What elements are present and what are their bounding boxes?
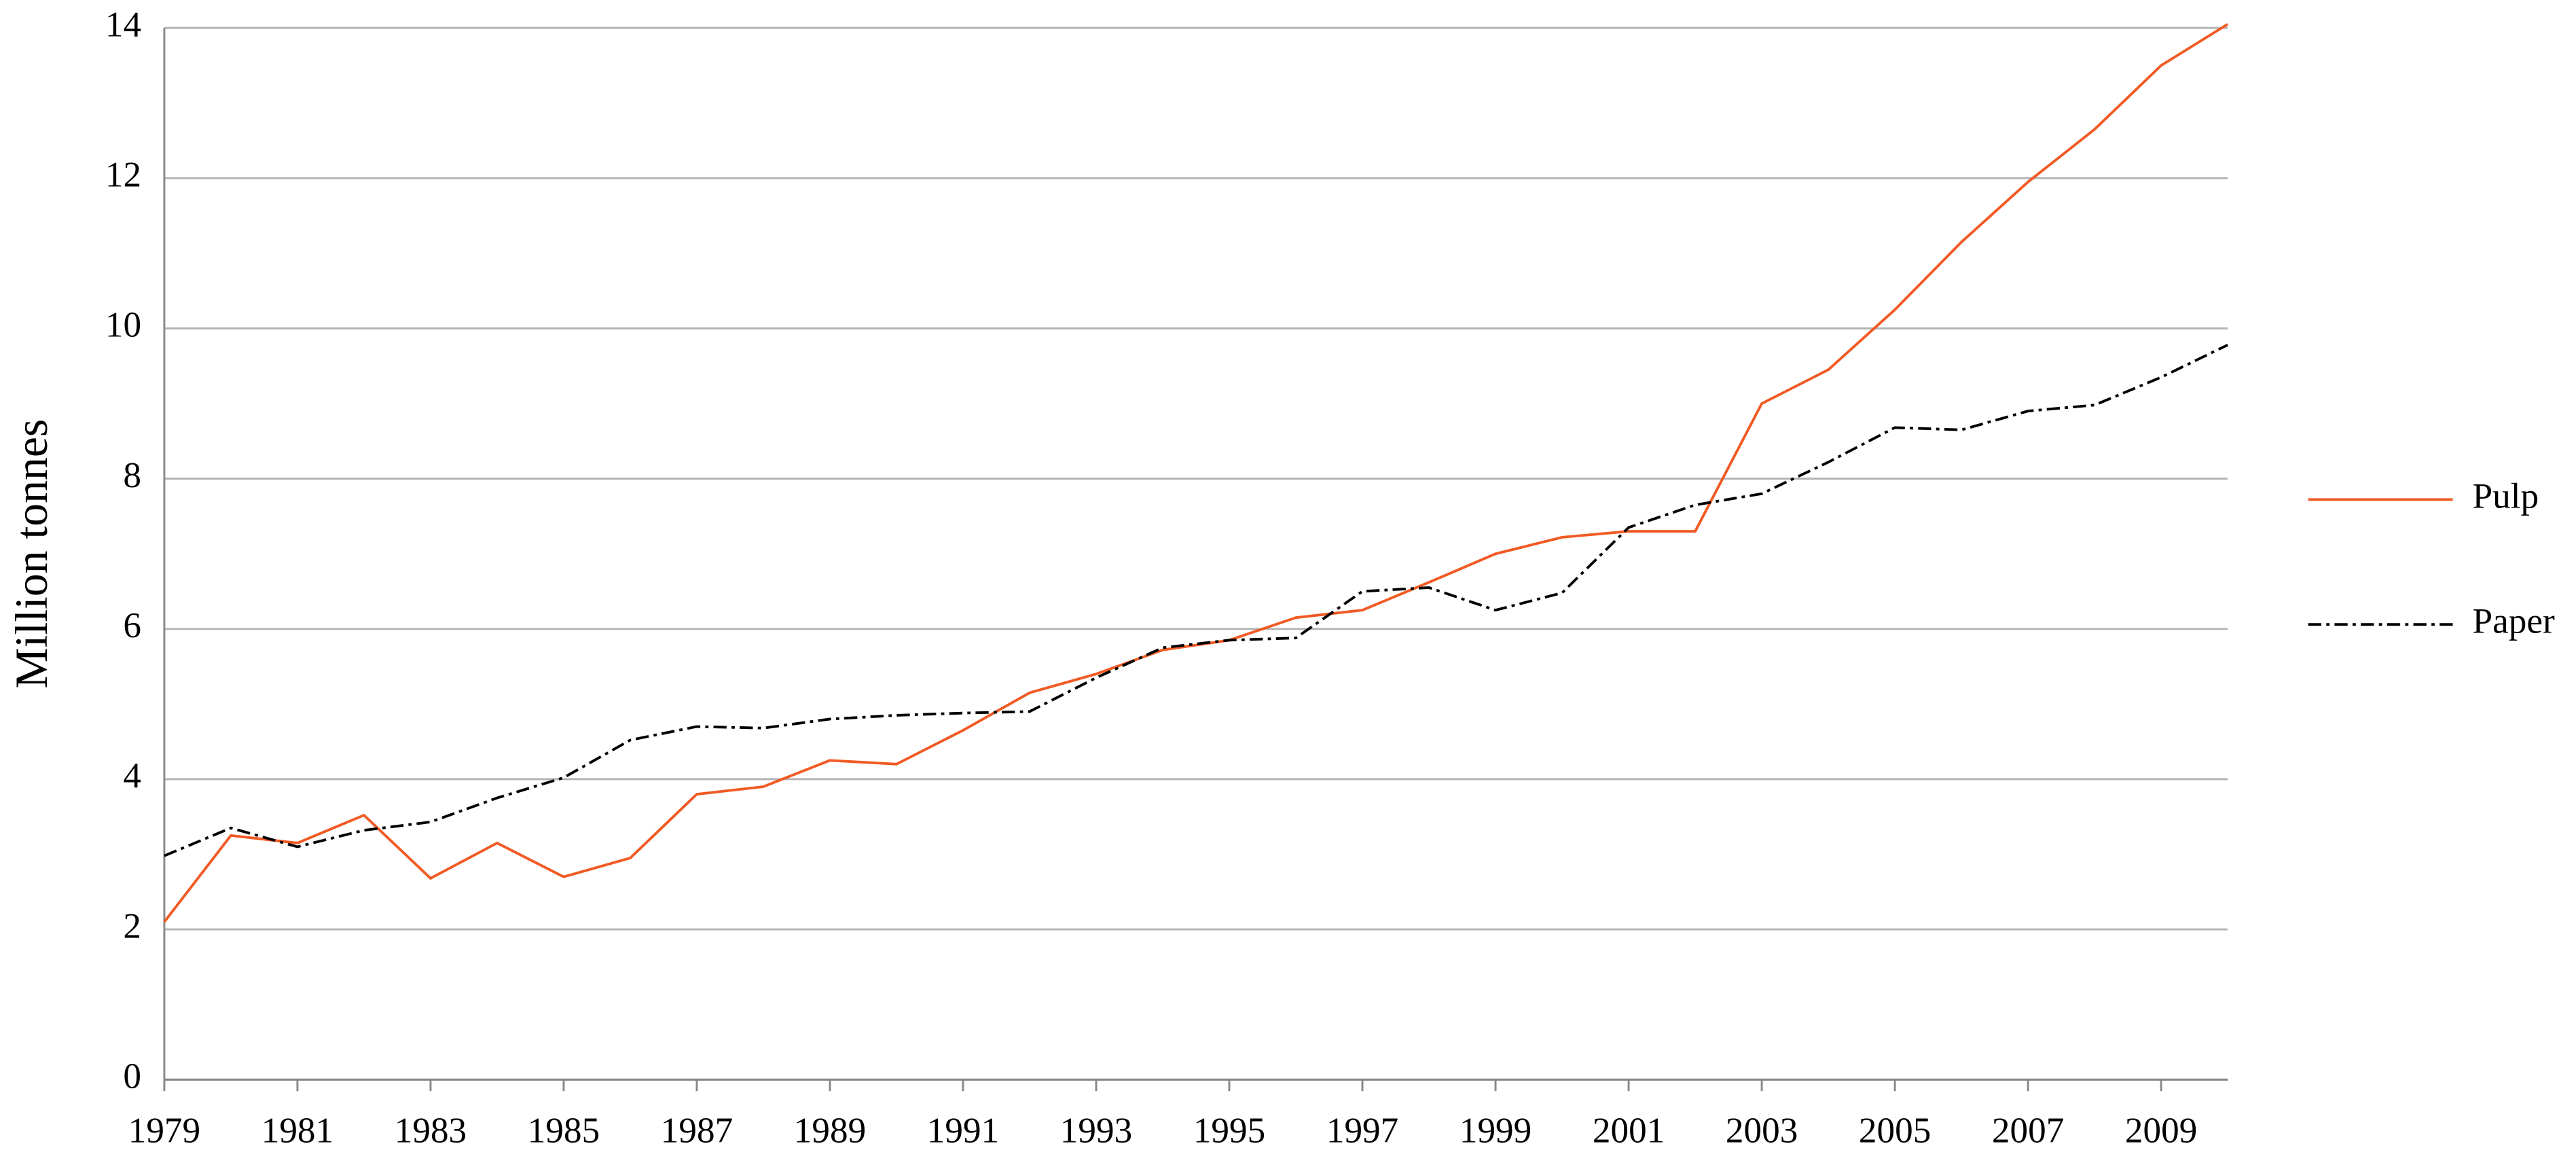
x-tick-label: 2007 (1992, 1110, 2064, 1150)
x-tick-label: 1991 (927, 1110, 999, 1150)
data-line (163, 22, 2229, 923)
x-tick-label: 1987 (661, 1110, 733, 1150)
y-tick-label: 6 (123, 605, 141, 645)
y-axis-label: Million tonnes (6, 419, 57, 689)
y-tick-label: 0 (123, 1056, 141, 1096)
x-tick-label: 1993 (1060, 1110, 1132, 1150)
y-tick-label: 4 (123, 755, 141, 796)
x-tick-label: 2003 (1726, 1110, 1798, 1150)
legend-label: Pulp (2473, 476, 2539, 516)
x-tick-label: 1983 (395, 1110, 467, 1150)
x-tick-label: 1995 (1193, 1110, 1265, 1150)
x-tick-label: 2001 (1593, 1110, 1665, 1150)
y-tick-label: 8 (123, 455, 141, 495)
legend-label: Paper (2473, 601, 2555, 641)
x-tick-label: 1979 (128, 1110, 200, 1150)
y-tick-label: 10 (105, 305, 141, 345)
x-tick-label: 1989 (794, 1110, 866, 1150)
x-tick-label: 1985 (528, 1110, 600, 1150)
y-tick-label: 2 (123, 906, 141, 946)
x-tick-label: 1997 (1326, 1110, 1398, 1150)
x-tick-label: 2009 (2125, 1110, 2197, 1150)
x-tick-label: 1999 (1459, 1110, 1531, 1150)
x-tick-label: 1981 (261, 1110, 333, 1150)
y-tick-label: 12 (105, 155, 141, 195)
x-tick-label: 2005 (1859, 1110, 1931, 1150)
y-tick-label: 14 (105, 4, 141, 44)
